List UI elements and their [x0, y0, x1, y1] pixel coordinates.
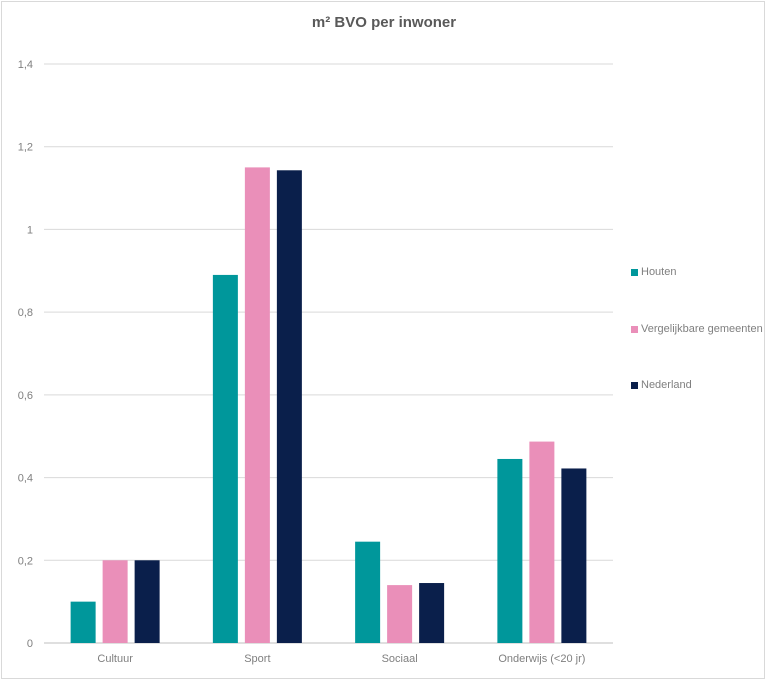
- bar-houten-0: [70, 601, 96, 643]
- bar-houten-1: [212, 274, 238, 643]
- bar-nederland-1: [276, 170, 302, 644]
- bar-houten-2: [355, 541, 381, 643]
- x-tick-label: Sociaal: [382, 653, 418, 665]
- legend-item: Vergelijkbare gemeenten: [631, 323, 763, 335]
- bar-vergelijkbare-gemeenten-0: [102, 560, 128, 643]
- y-tick-label: 0,4: [18, 473, 33, 485]
- y-tick-label: 1: [27, 224, 33, 236]
- legend-label: Houten: [641, 266, 677, 278]
- chart-title: m² BVO per inwoner: [311, 14, 457, 31]
- y-tick-label: 0,6: [18, 390, 33, 402]
- y-tick-label: 0,8: [18, 307, 33, 319]
- legend-label: Vergelijkbare gemeenten: [641, 323, 763, 335]
- x-tick-label: Cultuur: [97, 653, 133, 665]
- bar-nederland-0: [134, 560, 160, 643]
- legend-item: Nederland: [631, 379, 692, 391]
- bar-houten-3: [497, 458, 523, 643]
- x-tick-label: Onderwijs (<20 jr): [498, 653, 585, 665]
- legend-swatch: [631, 268, 638, 276]
- bar-nederland-2: [419, 583, 445, 643]
- legend-swatch: [631, 325, 638, 333]
- x-tick-label: Sport: [244, 653, 270, 665]
- legend-label: Nederland: [641, 379, 692, 391]
- bar-vergelijkbare-gemeenten-3: [529, 441, 555, 643]
- legend-swatch: [631, 381, 638, 389]
- bar-nederland-3: [561, 468, 587, 643]
- y-tick-label: 1,4: [18, 59, 33, 71]
- legend-item: Houten: [631, 266, 676, 278]
- y-tick-label: 0: [27, 638, 33, 650]
- bar-vergelijkbare-gemeenten-2: [387, 585, 413, 643]
- y-tick-label: 1,2: [18, 142, 33, 154]
- y-tick-label: 0,2: [18, 555, 33, 567]
- bar-vergelijkbare-gemeenten-1: [244, 167, 270, 643]
